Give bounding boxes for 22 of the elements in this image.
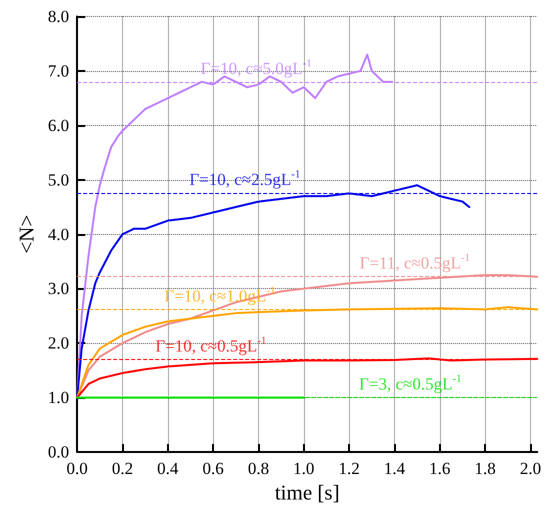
- y-tick-label: 2.0: [48, 334, 70, 353]
- x-tick-label: 1.0: [293, 459, 314, 478]
- y-tick-label: 8.0: [48, 7, 70, 26]
- x-tick-label: 1.2: [338, 459, 360, 478]
- x-tick-label: 0.8: [248, 459, 270, 478]
- y-axis-title: <N>: [14, 214, 38, 254]
- x-tick-label: 0.0: [66, 459, 88, 478]
- y-tick-label: 6.0: [48, 116, 70, 135]
- y-tick-label: 3.0: [48, 279, 70, 298]
- x-axis-title: time [s]: [274, 480, 340, 504]
- x-tick-label: 0.6: [202, 459, 224, 478]
- x-tick-label: 1.4: [384, 459, 406, 478]
- y-tick-label: 1.0: [48, 388, 70, 408]
- x-tick-label: 2.0: [520, 459, 542, 478]
- y-tick-label: 7.0: [48, 61, 70, 80]
- y-tick-label: 0.0: [48, 442, 70, 462]
- x-tick-label: 1.6: [429, 459, 450, 478]
- x-tick-label: 0.4: [157, 459, 179, 478]
- y-tick-label: 5.0: [48, 170, 70, 190]
- x-tick-label: 0.2: [112, 459, 134, 478]
- y-tick-label: 4.0: [48, 224, 70, 244]
- x-tick-label: 1.8: [474, 459, 496, 478]
